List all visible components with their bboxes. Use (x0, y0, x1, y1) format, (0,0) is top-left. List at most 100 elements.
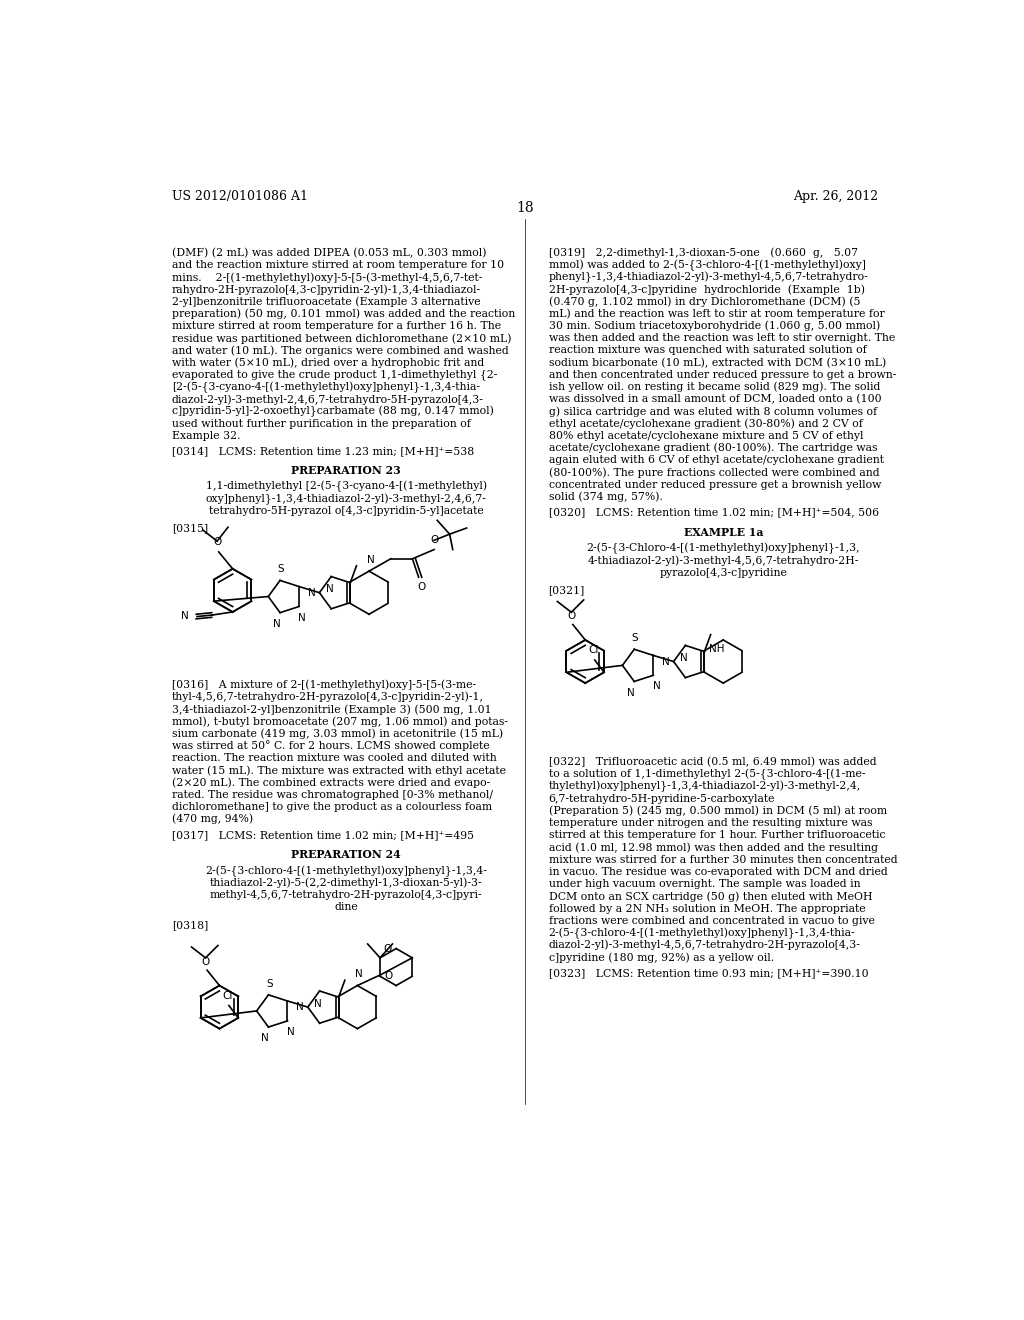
Text: N: N (273, 619, 281, 628)
Text: 1,1-dimethylethyl [2-(5-{3-cyano-4-[(1-methylethyl): 1,1-dimethylethyl [2-(5-{3-cyano-4-[(1-m… (206, 480, 486, 492)
Text: dine: dine (335, 903, 358, 912)
Text: c]pyridine (180 mg, 92%) as a yellow oil.: c]pyridine (180 mg, 92%) as a yellow oil… (549, 952, 774, 962)
Text: [2-(5-{3-cyano-4-[(1-methylethyl)oxy]phenyl}-1,3,4-thia-: [2-(5-{3-cyano-4-[(1-methylethyl)oxy]phe… (172, 381, 479, 393)
Text: and then concentrated under reduced pressure to get a brown-: and then concentrated under reduced pres… (549, 370, 896, 380)
Text: DCM onto an SCX cartridge (50 g) then eluted with MeOH: DCM onto an SCX cartridge (50 g) then el… (549, 891, 872, 902)
Text: 2H-pyrazolo[4,3-c]pyridine  hydrochloride  (Example  1b): 2H-pyrazolo[4,3-c]pyridine hydrochloride… (549, 284, 864, 294)
Text: mmol) was added to 2-(5-{3-chloro-4-[(1-methylethyl)oxy]: mmol) was added to 2-(5-{3-chloro-4-[(1-… (549, 260, 865, 271)
Text: NH: NH (709, 644, 725, 655)
Text: mins.    2-[(1-methylethyl)oxy]-5-[5-(3-methyl-4,5,6,7-tet-: mins. 2-[(1-methylethyl)oxy]-5-[5-(3-met… (172, 272, 482, 282)
Text: Example 32.: Example 32. (172, 430, 241, 441)
Text: and the reaction mixture stirred at room temperature for 10: and the reaction mixture stirred at room… (172, 260, 504, 271)
Text: (2×20 mL). The combined extracts were dried and evapo-: (2×20 mL). The combined extracts were dr… (172, 777, 489, 788)
Text: N: N (652, 681, 660, 692)
Text: (Preparation 5) (245 mg, 0.500 mmol) in DCM (5 ml) at room: (Preparation 5) (245 mg, 0.500 mmol) in … (549, 805, 887, 816)
Text: ish yellow oil. on resting it became solid (829 mg). The solid: ish yellow oil. on resting it became sol… (549, 381, 880, 392)
Text: g) silica cartridge and was eluted with 8 column volumes of: g) silica cartridge and was eluted with … (549, 407, 877, 417)
Text: 2-(5-{3-chloro-4-[(1-methylethyl)oxy]phenyl}-1,3,4-: 2-(5-{3-chloro-4-[(1-methylethyl)oxy]phe… (205, 865, 487, 876)
Text: [0320]   LCMS: Retention time 1.02 min; [M+H]⁺=504, 506: [0320] LCMS: Retention time 1.02 min; [M… (549, 507, 879, 517)
Text: 2-(5-{3-chloro-4-[(1-methylethyl)oxy]phenyl}-1,3,4-thia-: 2-(5-{3-chloro-4-[(1-methylethyl)oxy]phe… (549, 927, 855, 939)
Text: N: N (314, 999, 322, 1008)
Text: reaction mixture was quenched with saturated solution of: reaction mixture was quenched with satur… (549, 346, 866, 355)
Text: acid (1.0 ml, 12.98 mmol) was then added and the resulting: acid (1.0 ml, 12.98 mmol) was then added… (549, 842, 878, 853)
Text: [0318]: [0318] (172, 920, 208, 929)
Text: used without further purification in the preparation of: used without further purification in the… (172, 418, 470, 429)
Text: residue was partitioned between dichloromethane (2×10 mL): residue was partitioned between dichloro… (172, 333, 511, 343)
Text: EXAMPLE 1a: EXAMPLE 1a (683, 527, 763, 539)
Text: S: S (266, 978, 272, 989)
Text: sium carbonate (419 mg, 3.03 mmol) in acetonitrile (15 mL): sium carbonate (419 mg, 3.03 mmol) in ac… (172, 729, 503, 739)
Text: N: N (355, 969, 362, 979)
Text: was dissolved in a small amount of DCM, loaded onto a (100: was dissolved in a small amount of DCM, … (549, 395, 882, 404)
Text: was then added and the reaction was left to stir overnight. The: was then added and the reaction was left… (549, 334, 895, 343)
Text: [0316]   A mixture of 2-[(1-methylethyl)oxy]-5-[5-(3-me-: [0316] A mixture of 2-[(1-methylethyl)ox… (172, 680, 476, 690)
Text: O: O (385, 972, 393, 981)
Text: N: N (261, 1034, 269, 1043)
Text: O: O (567, 611, 575, 622)
Text: fractions were combined and concentrated in vacuo to give: fractions were combined and concentrated… (549, 916, 874, 925)
Text: again eluted with 6 CV of ethyl acetate/cyclohexane gradient: again eluted with 6 CV of ethyl acetate/… (549, 455, 884, 465)
Text: N: N (296, 1002, 304, 1012)
Text: preparation) (50 mg, 0.101 mmol) was added and the reaction: preparation) (50 mg, 0.101 mmol) was add… (172, 309, 515, 319)
Text: (80-100%). The pure fractions collected were combined and: (80-100%). The pure fractions collected … (549, 467, 880, 478)
Text: mL) and the reaction was left to stir at room temperature for: mL) and the reaction was left to stir at… (549, 309, 885, 319)
Text: 80% ethyl acetate/cyclohexane mixture and 5 CV of ethyl: 80% ethyl acetate/cyclohexane mixture an… (549, 430, 863, 441)
Text: (DMF) (2 mL) was added DIPEA (0.053 mL, 0.303 mmol): (DMF) (2 mL) was added DIPEA (0.053 mL, … (172, 248, 486, 259)
Text: (470 mg, 94%): (470 mg, 94%) (172, 813, 253, 825)
Text: with water (5×10 mL), dried over a hydrophobic frit and: with water (5×10 mL), dried over a hydro… (172, 358, 484, 368)
Text: (0.470 g, 1.102 mmol) in dry Dichloromethane (DCM) (5: (0.470 g, 1.102 mmol) in dry Dichloromet… (549, 297, 860, 308)
Text: under high vacuum overnight. The sample was loaded in: under high vacuum overnight. The sample … (549, 879, 860, 890)
Text: 18: 18 (516, 201, 534, 215)
Text: N: N (662, 656, 670, 667)
Text: [0323]   LCMS: Retention time 0.93 min; [M+H]⁺=390.10: [0323] LCMS: Retention time 0.93 min; [M… (549, 969, 868, 978)
Text: PREPARATION 24: PREPARATION 24 (292, 849, 401, 861)
Text: O: O (383, 944, 391, 953)
Text: 6,7-tetrahydro-5H-pyridine-5-carboxylate: 6,7-tetrahydro-5H-pyridine-5-carboxylate (549, 793, 775, 804)
Text: N: N (308, 587, 315, 598)
Text: N: N (367, 554, 375, 565)
Text: phenyl}-1,3,4-thiadiazol-2-yl)-3-methyl-4,5,6,7-tetrahydro-: phenyl}-1,3,4-thiadiazol-2-yl)-3-methyl-… (549, 272, 868, 282)
Text: tetrahydro-5H-pyrazol o[4,3-c]pyridin-5-yl]acetate: tetrahydro-5H-pyrazol o[4,3-c]pyridin-5-… (209, 506, 483, 516)
Text: thylethyl)oxy]phenyl}-1,3,4-thiadiazol-2-yl)-3-methyl-2,4,: thylethyl)oxy]phenyl}-1,3,4-thiadiazol-2… (549, 781, 861, 792)
Text: solid (374 mg, 57%).: solid (374 mg, 57%). (549, 491, 663, 502)
Text: temperature under nitrogen and the resulting mixture was: temperature under nitrogen and the resul… (549, 818, 872, 828)
Text: thyl-4,5,6,7-tetrahydro-2H-pyrazolo[4,3-c]pyridin-2-yl)-1,: thyl-4,5,6,7-tetrahydro-2H-pyrazolo[4,3-… (172, 692, 483, 702)
Text: N: N (680, 653, 688, 663)
Text: [0319]   2,2-dimethyl-1,3-dioxan-5-one   (0.660  g,   5.07: [0319] 2,2-dimethyl-1,3-dioxan-5-one (0.… (549, 248, 858, 259)
Text: c]pyridin-5-yl]-2-oxoethyl}carbamate (88 mg, 0.147 mmol): c]pyridin-5-yl]-2-oxoethyl}carbamate (88… (172, 405, 494, 417)
Text: N: N (287, 1027, 295, 1038)
Text: Cl: Cl (222, 991, 232, 1001)
Text: [0317]   LCMS: Retention time 1.02 min; [M+H]⁺=495: [0317] LCMS: Retention time 1.02 min; [M… (172, 830, 474, 841)
Text: O: O (213, 537, 221, 548)
Text: O: O (418, 582, 426, 591)
Text: 3,4-thiadiazol-2-yl]benzonitrile (Example 3) (500 mg, 1.01: 3,4-thiadiazol-2-yl]benzonitrile (Exampl… (172, 704, 492, 714)
Text: water (15 mL). The mixture was extracted with ethyl acetate: water (15 mL). The mixture was extracted… (172, 766, 506, 776)
Text: in vacuo. The residue was co-evaporated with DCM and dried: in vacuo. The residue was co-evaporated … (549, 867, 888, 876)
Text: US 2012/0101086 A1: US 2012/0101086 A1 (172, 190, 307, 202)
Text: N: N (181, 611, 189, 620)
Text: [0314]   LCMS: Retention time 1.23 min; [M+H]⁺=538: [0314] LCMS: Retention time 1.23 min; [M… (172, 446, 474, 457)
Text: N: N (326, 585, 334, 594)
Text: O: O (202, 957, 210, 968)
Text: [0322]   Trifluoroacetic acid (0.5 ml, 6.49 mmol) was added: [0322] Trifluoroacetic acid (0.5 ml, 6.4… (549, 756, 877, 767)
Text: PREPARATION 23: PREPARATION 23 (292, 465, 401, 477)
Text: and water (10 mL). The organics were combined and washed: and water (10 mL). The organics were com… (172, 346, 508, 356)
Text: Apr. 26, 2012: Apr. 26, 2012 (793, 190, 878, 202)
Text: 30 min. Sodium triacetoxyborohydride (1.060 g, 5.00 mmol): 30 min. Sodium triacetoxyborohydride (1.… (549, 321, 880, 331)
Text: 2-yl]benzonitrile trifluoroacetate (Example 3 alternative: 2-yl]benzonitrile trifluoroacetate (Exam… (172, 297, 480, 308)
Text: [0321]: [0321] (549, 585, 585, 595)
Text: mmol), t-butyl bromoacetate (207 mg, 1.06 mmol) and potas-: mmol), t-butyl bromoacetate (207 mg, 1.0… (172, 717, 508, 727)
Text: N: N (628, 688, 635, 698)
Text: diazol-2-yl)-3-methyl-2,4,6,7-tetrahydro-5H-pyrazolo[4,3-: diazol-2-yl)-3-methyl-2,4,6,7-tetrahydro… (172, 393, 483, 404)
Text: S: S (278, 564, 284, 574)
Text: Cl: Cl (588, 645, 598, 655)
Text: pyrazolo[4,3-c]pyridine: pyrazolo[4,3-c]pyridine (659, 568, 787, 578)
Text: dichloromethane] to give the product as a colourless foam: dichloromethane] to give the product as … (172, 801, 492, 812)
Text: rated. The residue was chromatographed [0-3% methanol/: rated. The residue was chromatographed [… (172, 789, 493, 800)
Text: mixture stirred at room temperature for a further 16 h. The: mixture stirred at room temperature for … (172, 321, 501, 331)
Text: evaporated to give the crude product 1,1-dimethylethyl {2-: evaporated to give the crude product 1,1… (172, 370, 497, 380)
Text: [0315]: [0315] (172, 523, 208, 533)
Text: O: O (430, 535, 438, 545)
Text: rahydro-2H-pyrazolo[4,3-c]pyridin-2-yl)-1,3,4-thiadiazol-: rahydro-2H-pyrazolo[4,3-c]pyridin-2-yl)-… (172, 284, 481, 294)
Text: 2-(5-{3-Chloro-4-[(1-methylethyl)oxy]phenyl}-1,3,: 2-(5-{3-Chloro-4-[(1-methylethyl)oxy]phe… (587, 543, 860, 554)
